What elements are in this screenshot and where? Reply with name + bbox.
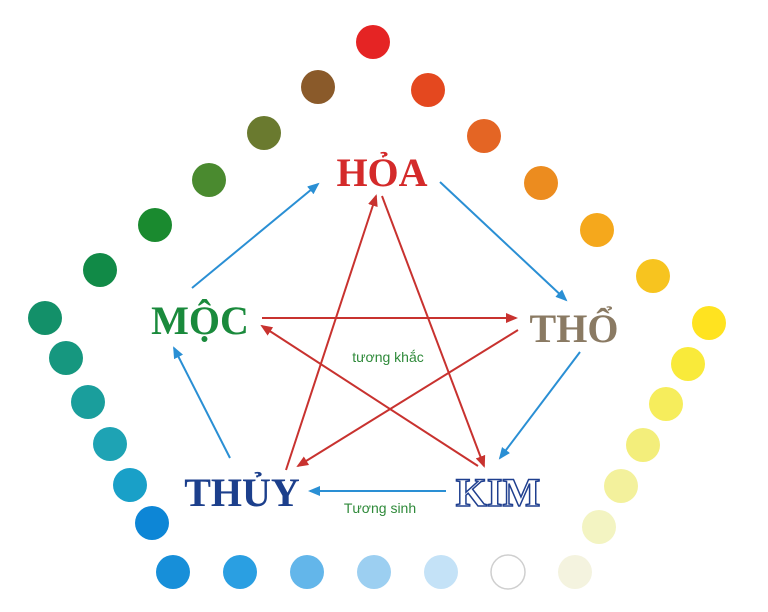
color-dot: [247, 116, 281, 150]
color-dot: [558, 555, 592, 589]
color-dot: [138, 208, 172, 242]
color-dot: [113, 468, 147, 502]
color-dot: [93, 427, 127, 461]
color-dot: [49, 341, 83, 375]
color-dot: [223, 555, 257, 589]
color-dot: [636, 259, 670, 293]
label-thuy: THỦY: [184, 470, 300, 515]
color-dot: [411, 73, 445, 107]
color-dot: [604, 469, 638, 503]
color-dot: [301, 70, 335, 104]
label-moc: MỘC: [151, 298, 249, 343]
color-dot: [290, 555, 324, 589]
color-dot: [356, 25, 390, 59]
overcoming-cycle-arrows: [260, 194, 519, 471]
color-dot: [524, 166, 558, 200]
arrow-kim-to-moc: [260, 324, 479, 467]
generating-cycle-arrows: [173, 181, 581, 496]
color-dot: [490, 554, 526, 590]
color-dot: [467, 119, 501, 153]
arrow-moc-to-hoa: [191, 182, 320, 289]
arrow-hoa-to-tho: [439, 181, 568, 302]
color-dot: [649, 387, 683, 421]
arrow-hoa-to-kim: [381, 195, 486, 468]
caption-tuong-khac: tương khắc: [352, 349, 423, 365]
color-dot: [28, 301, 62, 335]
color-dot: [580, 213, 614, 247]
color-dot: [83, 253, 117, 287]
color-dot: [192, 163, 226, 197]
color-dot: [156, 555, 190, 589]
color-dot: [357, 555, 391, 589]
arrow-tho-to-thuy: [296, 329, 519, 468]
label-hoa: HỎA: [336, 150, 427, 195]
color-dot: [692, 306, 726, 340]
label-tho: THỔ: [530, 305, 619, 351]
color-dots-ring: [28, 25, 726, 590]
color-dot: [582, 510, 616, 544]
label-kim: KIM: [456, 470, 540, 515]
color-dot: [424, 555, 458, 589]
arrow-thuy-to-moc: [173, 346, 231, 459]
arrow-thuy-to-hoa: [285, 194, 378, 471]
color-dot: [626, 428, 660, 462]
color-dot: [71, 385, 105, 419]
color-dot: [135, 506, 169, 540]
arrow-tho-to-kim: [498, 351, 581, 460]
caption-tuong-sinh: Tương sinh: [344, 500, 416, 516]
color-dot: [671, 347, 705, 381]
